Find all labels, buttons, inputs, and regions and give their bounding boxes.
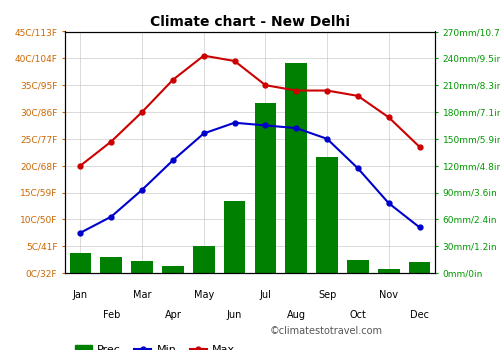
Text: Oct: Oct	[350, 310, 366, 321]
Title: Climate chart - New Delhi: Climate chart - New Delhi	[150, 15, 350, 29]
Text: Nov: Nov	[380, 290, 398, 300]
Text: ©climatestotravel.com: ©climatestotravel.com	[270, 326, 383, 336]
Bar	[224, 202, 246, 273]
Text: Jan: Jan	[73, 290, 88, 300]
Text: Dec: Dec	[410, 310, 429, 321]
Text: Mar: Mar	[133, 290, 152, 300]
Bar	[378, 268, 400, 273]
Text: Feb: Feb	[102, 310, 120, 321]
Bar	[286, 63, 307, 273]
Bar	[254, 103, 276, 273]
Bar	[100, 257, 122, 273]
Bar	[347, 260, 368, 273]
Bar	[316, 157, 338, 273]
Bar	[162, 266, 184, 273]
Text: May: May	[194, 290, 214, 300]
Text: Sep: Sep	[318, 290, 336, 300]
Text: Apr: Apr	[164, 310, 182, 321]
Bar	[132, 261, 153, 273]
Bar	[409, 262, 430, 273]
Bar	[70, 253, 91, 273]
Bar	[193, 246, 214, 273]
Text: Aug: Aug	[287, 310, 306, 321]
Legend: Prec, Min, Max: Prec, Min, Max	[70, 340, 239, 350]
Text: Jun: Jun	[227, 310, 242, 321]
Text: Jul: Jul	[260, 290, 272, 300]
